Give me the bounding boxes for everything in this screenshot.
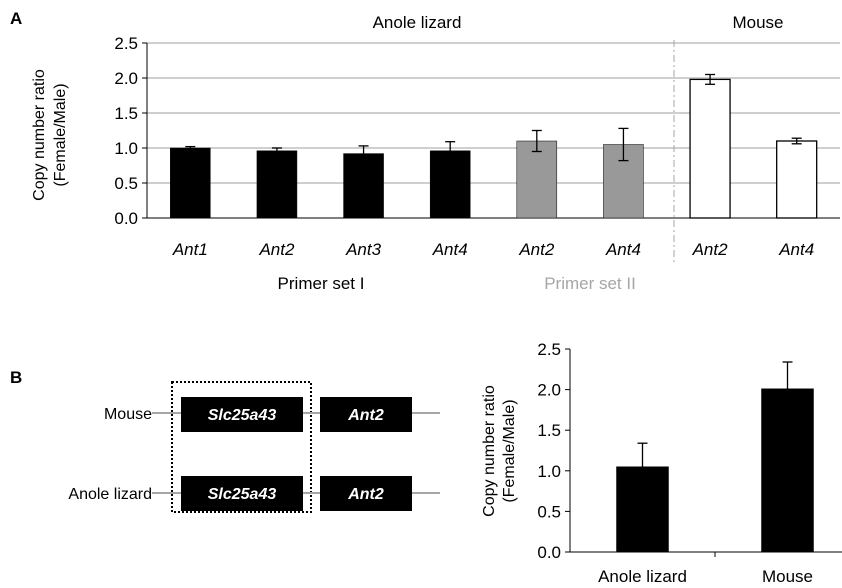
chart-a-group-label-mouse: Mouse [732,13,783,32]
chartA-x-tick-label: Ant2 [692,240,729,259]
diagram-mouse-ant2-label: Ant2 [347,407,384,424]
chartB-y-tick-label: 2.0 [537,381,561,400]
panel-a-label: A [10,9,22,28]
diagram-anole-ant2-label: Ant2 [347,486,384,503]
chart-a-y-ticks: 0.0 0.5 1.0 1.5 2.0 2.5 [114,34,147,228]
chartA-bar [776,140,818,219]
gene-diagram-dotted-box [171,381,312,513]
chartB-y-tick-label: 2.5 [537,340,561,359]
chartA-y-tick-label: 0.0 [114,209,138,228]
diagram-mouse-slc25a43-box [181,397,303,432]
chartA-y-tick-label: 1.0 [114,139,138,158]
chart-a-x-tick-labels: Ant1 Ant2 Ant3 Ant4 Ant2 Ant4 Ant2 Ant4 [172,240,814,259]
diagram-mouse-slc25a43-label: Slc25a43 [208,407,277,424]
chartA-x-tick-label: Ant3 [345,240,382,259]
chartA-x-tick-label: Ant2 [258,240,295,259]
chart-a-group-label-anole: Anole lizard [373,13,462,32]
chartB-y-tick-label: 1.5 [537,421,561,440]
chartA-x-tick-label: Ant4 [605,240,641,259]
chart-b-ylabel-line2: (Female/Male) [501,399,518,502]
diagram-row-mouse-label: Mouse [104,406,152,423]
chart-b-ylabel-line1: Copy number ratio [481,385,498,517]
chartA-x-tick-label: Ant1 [172,240,208,259]
chartA-bar [170,147,211,219]
chartA-bar [256,150,298,219]
chartB-y-tick-label: 0.5 [537,502,561,521]
diagram-mouse-ant2-box [320,397,412,432]
chart-b-bars [616,361,814,553]
chartA-y-tick-label: 2.5 [114,34,138,53]
chart-b-x-tick-labels: Anole lizard Mouse [598,567,813,586]
chart-a-primer-set-1-label: Primer set I [278,274,365,293]
chart-a-ylabel-line1: Copy number ratio [31,69,48,201]
chart-a-ylabel-line2: (Female/Male) [52,83,69,186]
chart-b-y-ticks: 0.0 0.5 1.0 1.5 2.0 2.5 [537,340,570,562]
diagram-anole-ant2-box [320,476,412,511]
chart-a-bars [170,73,818,219]
panel-b-label: B [10,368,22,387]
chartB-y-tick-label: 1.0 [537,462,561,481]
chartA-y-tick-label: 1.5 [114,104,138,123]
chartA-x-tick-label: Ant4 [432,240,468,259]
chart-a-gridlines [147,42,840,184]
chartA-x-tick-label: Ant2 [518,240,555,259]
chart-a: 0.00.51.01.52.02.5 Ant1 Ant2 Ant3 Ant4 Ant2 A… [31,13,840,293]
diagram-anole-slc25a43-box [181,476,303,511]
chart-a-primer-set-2-label: Primer set II [544,274,636,293]
chartA-x-tick-label: Ant4 [778,240,814,259]
chartA-bar [343,153,384,219]
chartA-y-tick-label: 2.0 [114,69,138,88]
chartB-x-tick-label: Anole lizard [598,567,687,586]
chartA-bar [689,78,731,219]
chart-b: 0.0 0.5 1.0 1.5 2.0 2.5 Anole lizard Mouse Cop… [481,340,842,586]
diagram-anole-slc25a43-label: Slc25a43 [208,486,277,503]
diagram-row-anole-label: Anole lizard [68,486,152,503]
chartA-y-tick-label: 0.5 [114,174,138,193]
gene-diagram: Mouse Slc25a43 Ant2 Anole lizard Slc25a4… [68,381,440,513]
chartA-bar [429,150,471,219]
chartB-y-tick-label: 0.0 [537,543,561,562]
chartB-x-tick-label: Mouse [762,567,813,586]
chartA-bar [516,140,558,219]
